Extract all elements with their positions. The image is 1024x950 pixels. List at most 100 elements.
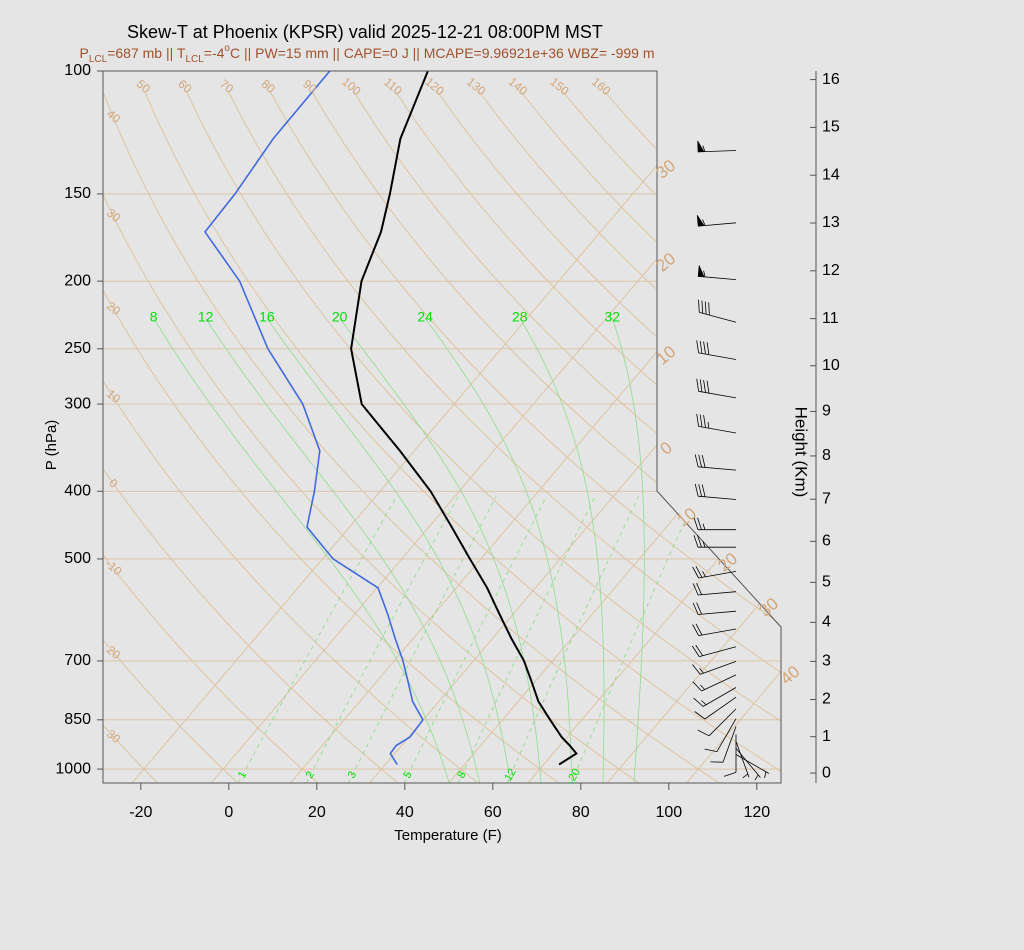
isotherm-label: 0 — [657, 438, 676, 459]
mixing-ratio-label: 1 — [236, 769, 249, 780]
dry-adiabat-label: 20 — [104, 299, 123, 319]
y2-tick-label: 0 — [822, 764, 831, 781]
y2-tick-label: 12 — [822, 262, 840, 279]
wind-barb — [693, 687, 737, 707]
x-tick-label: 120 — [743, 804, 770, 821]
subtitle-part: o — [224, 43, 230, 54]
dry-adiabat-label: 100 — [339, 75, 364, 99]
wind-barb — [692, 661, 737, 675]
wind-staff — [698, 299, 737, 323]
dry-adiabat — [353, 91, 781, 783]
dry-adiabat — [436, 91, 781, 783]
wind-staff — [692, 623, 737, 636]
wind-barb — [693, 535, 736, 548]
y-tick-label: 500 — [64, 550, 91, 567]
wind-staff — [692, 582, 737, 596]
moist-adiabat-label: 32 — [604, 309, 620, 325]
isotherm — [131, 71, 738, 783]
moist-adiabat — [519, 317, 605, 783]
dry-adiabat — [269, 91, 781, 783]
mixing-ratio-label: 8 — [455, 769, 468, 780]
y2-tick-label: 10 — [822, 357, 840, 374]
y2-tick-label: 1 — [822, 728, 831, 745]
wind-staff — [693, 687, 737, 707]
wind-barb — [697, 140, 737, 153]
dry-adiabat — [103, 91, 319, 783]
dry-adiabat-label: 10 — [104, 387, 123, 407]
mixing-ratio-line — [348, 496, 497, 783]
y2-tick-label: 4 — [822, 614, 831, 631]
wind-staff — [693, 535, 736, 548]
moist-adiabat-label: 8 — [150, 309, 158, 325]
dry-adiabat — [520, 91, 781, 783]
x-tick-label: 100 — [655, 804, 682, 821]
isotherm-label: 30 — [755, 594, 782, 621]
moist-adiabat — [153, 317, 450, 783]
moist-adiabat — [339, 317, 542, 783]
wind-staff — [696, 340, 737, 360]
dry-adiabat-label: 80 — [259, 77, 278, 97]
wind-barb — [692, 674, 737, 692]
y-tick-label: 1000 — [55, 760, 91, 777]
wind-barb — [697, 265, 737, 280]
wind-staff — [735, 741, 750, 779]
y-tick-label: 200 — [64, 272, 91, 289]
mixing-ratio-line — [506, 496, 640, 783]
wind-staff — [693, 517, 736, 531]
dry-adiabat-label: -10 — [102, 556, 125, 578]
wind-staff — [735, 754, 770, 778]
isotherm-label: 10 — [673, 504, 700, 531]
wind-barb — [735, 748, 761, 781]
profile-line — [204, 71, 424, 765]
wind-barb — [698, 299, 737, 323]
dry-adiabat-label: 30 — [104, 206, 123, 226]
dry-adiabat — [311, 91, 781, 783]
dry-adiabat-label: 70 — [217, 77, 236, 97]
y-tick-label: 300 — [64, 395, 91, 412]
wind-staff — [696, 378, 737, 399]
dry-adiabat — [103, 91, 559, 783]
wind-staff — [694, 454, 737, 471]
mixing-ratio-line — [457, 496, 596, 783]
dry-adiabat — [103, 91, 640, 783]
wind-barb — [693, 517, 736, 531]
moist-adiabat — [611, 318, 645, 783]
chart-title: Skew-T at Phoenix (KPSR) valid 2025-12-2… — [127, 22, 603, 42]
wind-barb — [710, 726, 737, 763]
wind-barb — [696, 215, 737, 227]
wind-staff — [697, 145, 737, 153]
dry-adiabat — [103, 91, 239, 783]
wind-barb — [694, 483, 737, 500]
wind-barb — [694, 696, 737, 720]
dry-adiabat — [478, 91, 781, 783]
profile-line — [350, 71, 578, 766]
wind-barb — [692, 623, 737, 636]
y-tick-label: 250 — [64, 340, 91, 357]
y-tick-label: 700 — [64, 652, 91, 669]
y-axis-label: P (hPa) — [43, 420, 60, 471]
y2-tick-label: 6 — [822, 533, 831, 550]
x-tick-label: 40 — [396, 804, 414, 821]
x-tick-label: 0 — [224, 804, 233, 821]
wind-staff — [692, 602, 737, 615]
y2-tick-label: 2 — [822, 691, 831, 708]
y2-tick-label: 11 — [822, 310, 839, 327]
wind-staff — [696, 413, 737, 434]
chart-subtitle: PLCL=687 mb || TLCL=-4oC || PW=15 mm || … — [80, 43, 655, 65]
y2-tick-label: 13 — [822, 214, 840, 231]
plot-frame — [102, 70, 782, 784]
y2-tick-label: 8 — [822, 447, 831, 464]
wind-barb — [696, 378, 737, 399]
moist-adiabat-label: 12 — [198, 309, 214, 325]
dry-adiabat — [103, 91, 720, 783]
x-tick-label: -20 — [129, 804, 152, 821]
wind-staff — [692, 661, 737, 675]
wind-staff — [698, 219, 737, 227]
dry-adiabat — [144, 91, 781, 783]
dry-adiabat-label: 140 — [506, 75, 531, 99]
moist-adiabat — [424, 317, 573, 783]
dry-adiabat-label: 120 — [422, 75, 447, 99]
wind-barb — [691, 644, 737, 657]
wind-staff — [697, 708, 737, 737]
wind-staff — [710, 726, 737, 763]
